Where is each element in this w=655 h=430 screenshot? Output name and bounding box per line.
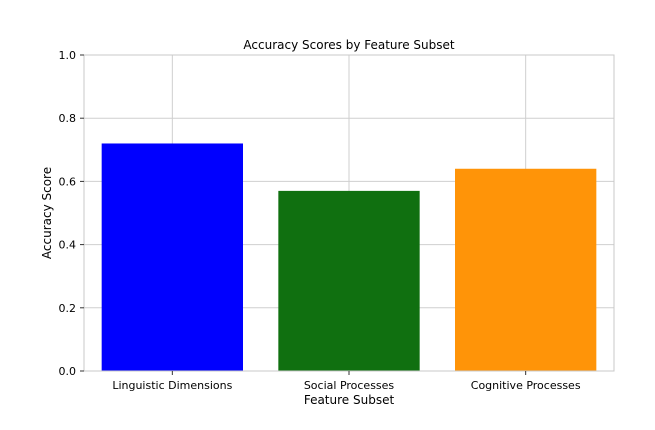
y-tick-label: 0.2 xyxy=(59,302,77,315)
bar xyxy=(455,168,597,371)
x-axis-ticks: Linguistic Dimensions Social Processes Cog… xyxy=(112,371,581,392)
y-tick-label: 0.0 xyxy=(59,365,77,378)
x-axis-label: Feature Subset xyxy=(304,393,395,407)
y-tick-label: 1.0 xyxy=(59,49,77,62)
bar xyxy=(278,190,420,371)
y-axis-ticks: 0.0 0.2 0.4 0.6 0.8 1.0 xyxy=(59,49,84,378)
chart-title: Accuracy Scores by Feature Subset xyxy=(243,38,454,52)
y-tick-label: 0.8 xyxy=(59,112,77,125)
y-tick-label: 0.6 xyxy=(59,175,77,188)
bar xyxy=(101,143,244,371)
x-tick-label: Social Processes xyxy=(304,379,395,392)
x-tick-label: Linguistic Dimensions xyxy=(112,379,232,392)
y-axis-label: Accuracy Score xyxy=(40,167,54,259)
y-tick-label: 0.4 xyxy=(59,239,77,252)
x-tick-label: Cognitive Processes xyxy=(471,379,581,392)
bars xyxy=(101,143,597,371)
